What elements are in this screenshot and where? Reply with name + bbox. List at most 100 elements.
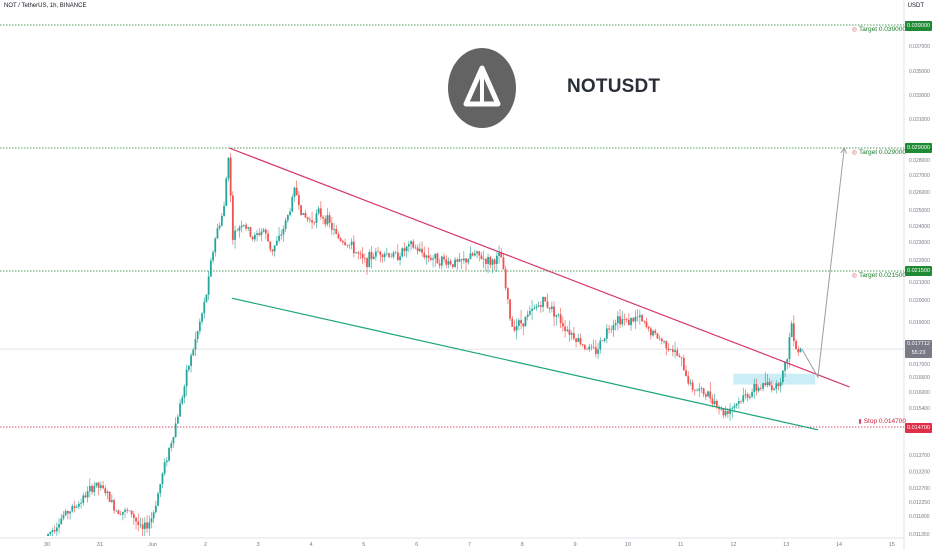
candle-body [568,329,571,335]
price-tick-label: 0.020000 [909,298,930,304]
candle-body [165,460,168,463]
candle-body [209,260,212,277]
candle-body [75,506,78,508]
candle-body [350,241,353,245]
candle-body [522,323,525,327]
price-tick-label: 0.012700 [909,486,930,492]
candle-body [245,224,247,229]
candle-body [685,370,687,377]
candle-body [102,485,104,489]
candles [47,152,802,536]
candle-body [476,251,478,254]
target-label-2: ◎ Target 0.029000 [851,149,906,156]
candle-body [773,388,775,390]
candle-body [82,495,85,503]
candle-body [696,390,698,392]
candle-body [379,251,382,255]
candle-body [304,212,307,218]
candle-body [603,338,606,341]
candle-body [471,253,474,256]
candle-body [592,346,595,348]
candle-body [663,340,665,342]
candle-body [737,401,740,404]
candle-body [73,506,76,508]
candle-body [372,256,375,260]
candle-body [99,485,102,488]
watermark-title: NOTUSDT [567,76,661,97]
price-tick-label: 0.021000 [909,280,930,286]
candle-body [421,248,423,253]
candle-body [410,241,412,245]
candle-body [297,195,300,206]
candle-body [590,346,593,348]
candle-body [537,305,540,307]
candle-body [337,233,340,239]
candle-body [108,491,111,502]
candle-body [790,323,793,338]
candle-body [462,258,465,261]
upper-trendline[interactable] [228,147,850,388]
candle-body [768,382,771,386]
candle-body [751,392,753,397]
candle-body [352,241,355,254]
candle-body [748,396,751,398]
candle-body [517,320,520,326]
candle-body [735,403,738,406]
projection-path[interactable] [801,147,845,379]
price-tick-label: 0.037000 [909,44,930,50]
candle-body [176,416,179,424]
candle-body [682,357,685,371]
candle-body [106,491,109,494]
candle-body [480,255,483,260]
candle-body [394,252,397,254]
candle-body [357,252,360,254]
candle-body [645,321,648,327]
price-tick-label: 0.011350 [909,532,930,538]
candle-body [619,316,621,325]
candle-body [478,251,481,256]
candle-body [744,394,747,396]
candle-body [746,394,749,398]
candle-body [399,256,401,261]
candle-body [429,257,432,260]
symbol-header[interactable]: NOT / TetherUS, 1h, BINANCE [4,3,87,9]
candle-body [58,524,60,528]
candle-body [267,233,269,242]
candle-body [423,252,426,258]
lower-trendline[interactable] [231,297,819,431]
candle-body [548,307,551,309]
candle-body [599,340,602,350]
candle-body [469,253,472,260]
candle-body [291,196,294,212]
candle-body [781,370,784,383]
price-tick-label: 0.028000 [909,158,930,164]
candle-body [513,326,516,331]
candle-body [143,522,146,530]
time-tick-label: 11 [678,542,684,548]
candle-body [762,383,764,389]
candle-body [520,320,522,324]
candle-body [722,409,725,416]
candle-body [643,321,646,322]
candle-body [583,345,586,350]
candle-body [392,252,395,257]
candle-body [302,212,305,215]
candle-body [575,338,577,342]
candle-body [524,316,527,327]
candle-body [355,252,357,254]
time-tick-label: 13 [783,542,789,548]
candle-body [366,258,368,268]
candle-body [179,403,181,417]
candle-body [55,527,58,532]
candle-body [588,346,591,350]
candle-body [674,350,676,352]
candle-body [273,245,276,252]
candle-body [359,253,362,255]
candle-body [220,215,223,226]
target-badge-1: 0.039000 [905,21,932,31]
candle-body [71,506,74,512]
candle-body [53,530,56,532]
candle-body [709,391,712,399]
candle-body [667,348,670,350]
